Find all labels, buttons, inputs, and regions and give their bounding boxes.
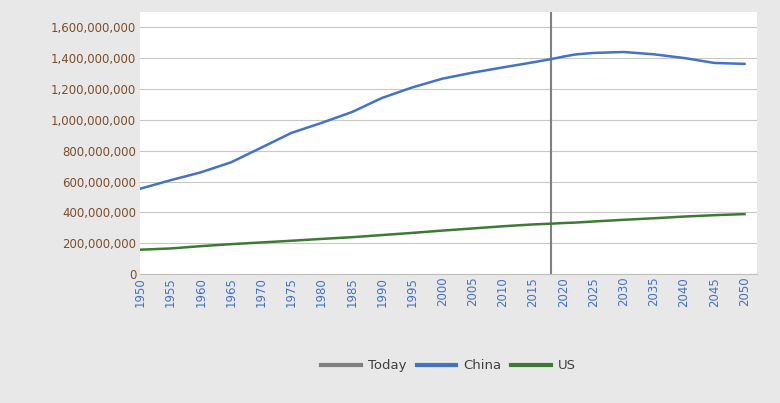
US xyxy=(679,214,689,219)
US xyxy=(287,238,296,243)
US xyxy=(558,220,568,225)
US xyxy=(136,247,145,252)
China xyxy=(558,54,568,59)
Today xyxy=(547,272,556,276)
US xyxy=(317,237,326,241)
US xyxy=(710,213,719,218)
China xyxy=(166,178,176,183)
China xyxy=(347,110,356,114)
US xyxy=(589,219,598,224)
China xyxy=(571,52,580,57)
China xyxy=(710,60,719,65)
China xyxy=(740,61,750,66)
US xyxy=(166,246,176,251)
US xyxy=(468,226,477,231)
China xyxy=(589,50,598,55)
Today xyxy=(547,272,556,276)
China xyxy=(287,131,296,135)
China xyxy=(136,186,145,191)
China xyxy=(619,50,629,54)
US xyxy=(528,222,537,227)
China xyxy=(679,56,689,60)
Line: China: China xyxy=(140,52,745,189)
US xyxy=(347,235,356,240)
China xyxy=(226,160,236,165)
US xyxy=(408,231,417,235)
US xyxy=(257,240,266,245)
US xyxy=(378,233,387,237)
US xyxy=(571,220,580,225)
China xyxy=(468,70,477,75)
US xyxy=(740,212,750,216)
US xyxy=(619,217,629,222)
China xyxy=(378,96,387,100)
US xyxy=(196,244,205,249)
China xyxy=(498,65,508,70)
China xyxy=(547,57,556,62)
US xyxy=(226,242,236,247)
China xyxy=(528,60,537,65)
China xyxy=(438,76,447,81)
China xyxy=(317,120,326,125)
China xyxy=(408,85,417,90)
US xyxy=(547,221,556,226)
China xyxy=(649,52,658,57)
US xyxy=(438,228,447,233)
China xyxy=(257,145,266,150)
Line: US: US xyxy=(140,214,745,250)
US xyxy=(649,216,658,221)
Legend: Today, China, US: Today, China, US xyxy=(316,354,581,378)
US xyxy=(498,224,508,229)
China xyxy=(196,170,205,175)
